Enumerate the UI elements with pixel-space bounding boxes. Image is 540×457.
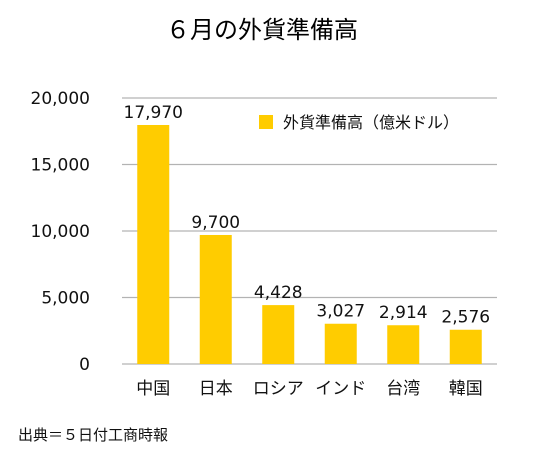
legend: 外貨準備高（億米ドル） [259, 113, 459, 132]
category-label: インド [315, 379, 366, 399]
y-axis-ticks: 0 5,000 10,000 15,000 20,000 [31, 89, 90, 375]
value-labels: 17,970 9,700 4,428 3,027 2,914 2,576 [124, 103, 491, 328]
y-tick-label: 0 [79, 355, 90, 375]
value-label: 2,914 [379, 303, 428, 323]
bar [387, 325, 420, 364]
bar [137, 124, 170, 365]
y-tick-label: 15,000 [31, 156, 90, 176]
bars [137, 124, 482, 365]
bar [324, 323, 357, 364]
category-label: 日本 [199, 379, 233, 399]
category-label: 中国 [136, 379, 170, 399]
x-axis-categories: 中国 日本 ロシア インド 台湾 韓国 [136, 379, 483, 399]
y-tick-label: 20,000 [31, 89, 90, 109]
category-label: 韓国 [449, 379, 483, 399]
source-note: 出典＝５日付工商時報 [18, 426, 168, 444]
category-label: ロシア [253, 379, 304, 399]
category-label: 台湾 [386, 379, 420, 399]
value-label: 4,428 [254, 283, 303, 303]
y-tick-label: 5,000 [41, 289, 90, 309]
bar [199, 234, 232, 364]
chart-title: ６月の外貨準備高 [166, 16, 358, 44]
value-label: 17,970 [124, 103, 183, 123]
bar [262, 305, 295, 364]
legend-swatch [259, 115, 273, 129]
legend-label: 外貨準備高（億米ドル） [283, 113, 459, 132]
value-label: 2,576 [441, 308, 490, 328]
y-tick-label: 10,000 [31, 222, 90, 242]
bar [449, 329, 482, 364]
value-label: 3,027 [316, 302, 365, 322]
grid-lines [122, 97, 497, 365]
value-label: 9,700 [191, 213, 240, 233]
